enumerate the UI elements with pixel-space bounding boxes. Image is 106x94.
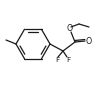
Text: F: F: [66, 57, 70, 63]
Text: O: O: [85, 36, 92, 45]
Text: O: O: [67, 24, 73, 33]
Text: F: F: [55, 57, 59, 63]
